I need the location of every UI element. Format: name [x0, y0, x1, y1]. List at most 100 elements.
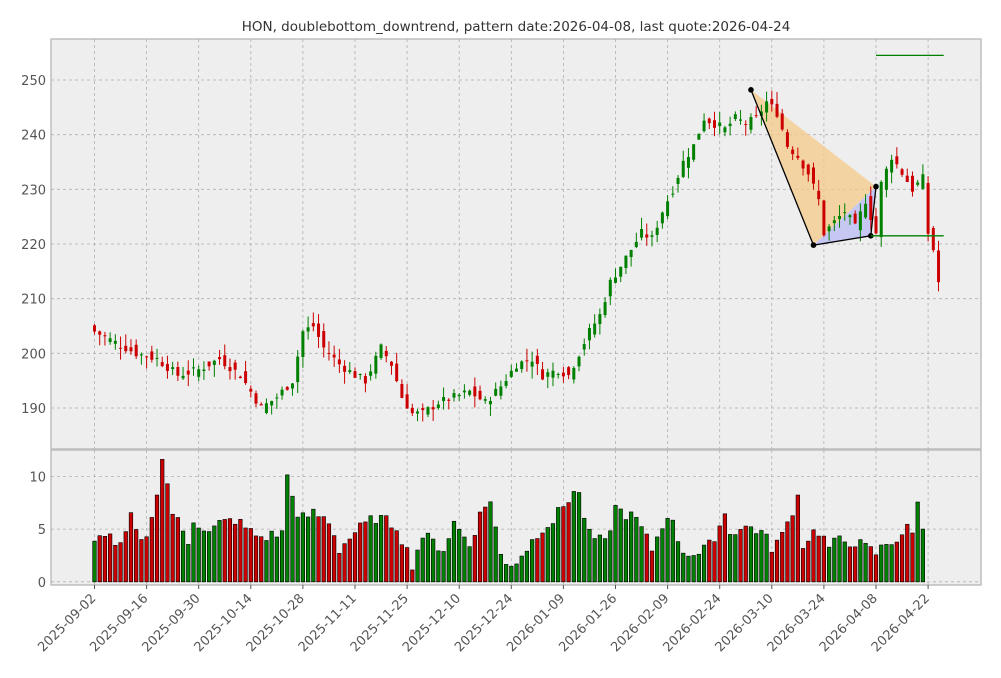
candle-body: [884, 168, 888, 190]
volume-bar: [795, 494, 800, 583]
volume-bar: [436, 550, 441, 583]
volume-bar: [165, 483, 170, 583]
candle-body: [848, 215, 852, 218]
volume-bar: [618, 508, 623, 583]
candle-body: [921, 174, 925, 189]
candle-body: [614, 277, 617, 283]
volume-bar: [837, 535, 842, 583]
volume-bar: [649, 550, 655, 583]
volume-bar: [774, 539, 780, 583]
volume-bar: [269, 530, 274, 583]
candle-body: [910, 175, 914, 192]
candle-body: [520, 361, 524, 370]
candle-body: [634, 241, 638, 248]
volume-bar: [477, 511, 483, 583]
volume-bar: [811, 529, 816, 583]
volume-bar: [759, 530, 764, 583]
candle-body: [515, 368, 519, 372]
candle-body: [686, 157, 690, 168]
volume-bar: [467, 546, 472, 583]
candle-body: [483, 399, 487, 401]
candle-body: [582, 344, 586, 350]
volume-bar: [873, 554, 879, 583]
volume-bar: [853, 546, 858, 583]
volume-bar: [243, 527, 248, 583]
volume-bar: [394, 530, 399, 583]
volume-bar: [316, 516, 321, 583]
price-tick-label: 200: [21, 347, 46, 362]
candle-body: [832, 220, 836, 224]
volume-bar: [134, 529, 139, 583]
candle-body: [160, 362, 164, 367]
candle-body: [796, 155, 800, 158]
candle-body: [93, 325, 96, 332]
volume-bar: [253, 535, 259, 583]
candle-body: [895, 156, 899, 165]
volume-bar: [358, 522, 363, 583]
volume-bar: [576, 492, 582, 583]
volume-bar: [342, 543, 347, 583]
volume-bar: [608, 530, 613, 583]
candle-body: [384, 350, 388, 357]
candle-body: [176, 367, 180, 376]
volume-bar: [154, 494, 160, 583]
candle-body: [567, 367, 571, 375]
candle-body: [504, 381, 508, 386]
volume-bar: [118, 542, 123, 583]
volume-bar: [899, 534, 905, 583]
volume-bar: [915, 501, 920, 583]
volume-bar: [550, 523, 556, 583]
price-tick-label: 230: [21, 183, 46, 198]
candle-body: [645, 234, 649, 238]
candle-body: [697, 133, 701, 140]
volume-bar: [170, 513, 175, 583]
candle-body: [244, 371, 248, 384]
candle-body: [322, 331, 326, 348]
candle-body: [551, 370, 555, 378]
candle-body: [134, 344, 138, 357]
candle-body: [416, 411, 420, 414]
volume-bar: [128, 512, 134, 583]
candle-body: [410, 407, 414, 414]
volume-bar: [566, 502, 571, 583]
volume-bar: [790, 515, 795, 583]
volume-bar: [311, 508, 316, 583]
volume-bar: [425, 532, 431, 583]
volume-bar: [717, 525, 722, 583]
candle-body: [301, 331, 305, 358]
volume-bar: [623, 519, 629, 583]
candle-body: [155, 357, 159, 359]
chart-title: HON, doublebottom_downtrend, pattern dat…: [242, 19, 791, 35]
volume-bar: [108, 533, 113, 583]
candle-body: [400, 383, 404, 398]
volume-bar: [321, 516, 326, 583]
volume-bar: [571, 491, 576, 583]
price-tick-label: 190: [21, 402, 46, 417]
volume-bar: [722, 513, 728, 583]
candle-body: [572, 367, 576, 380]
candle-body: [296, 356, 300, 383]
candle-body: [119, 347, 123, 349]
candle-body: [811, 167, 815, 184]
volume-bar: [582, 517, 587, 583]
volume-bar: [644, 533, 649, 583]
volume-bar: [519, 555, 524, 583]
volume-bar: [144, 536, 149, 583]
candle-body: [541, 369, 545, 380]
volume-bar: [222, 519, 227, 583]
volume-bar: [378, 515, 384, 583]
candle-body: [608, 279, 612, 297]
volume-bar: [404, 547, 410, 583]
candle-body: [202, 369, 206, 372]
volume-bar: [816, 535, 821, 583]
volume-bar: [186, 544, 191, 583]
volume-bar: [493, 526, 498, 583]
candle-body: [145, 356, 149, 358]
candle-body: [759, 111, 763, 116]
volume-bar: [545, 527, 550, 583]
candle-body: [103, 335, 107, 337]
volume-bar: [248, 528, 253, 583]
volume-bar: [488, 501, 493, 583]
volume-axis: 0 5 10: [29, 470, 46, 590]
volume-bar: [201, 530, 207, 583]
